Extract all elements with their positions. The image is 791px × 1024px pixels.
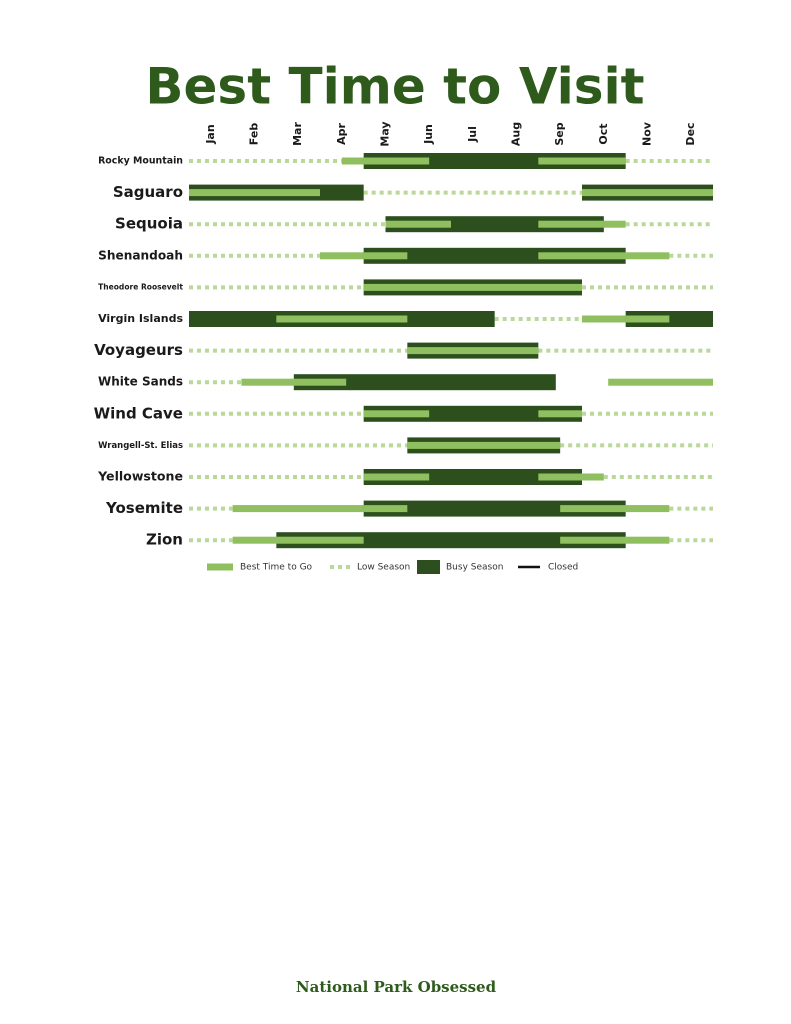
- best-time: [293, 378, 347, 386]
- month-label: Oct: [597, 123, 610, 144]
- month-label: Feb: [248, 123, 261, 146]
- park-label: Yellowstone: [97, 469, 183, 484]
- best-time: [276, 315, 408, 323]
- best-time: [560, 505, 626, 513]
- month-label: Jan: [204, 124, 217, 144]
- month-label: Mar: [291, 122, 304, 146]
- best-time: [320, 252, 364, 260]
- busy-season: [276, 532, 626, 549]
- best-time: [538, 252, 626, 260]
- best-time: [241, 378, 294, 386]
- best-time: [385, 220, 451, 228]
- month-label: Jul: [466, 126, 479, 143]
- park-label: Virgin Islands: [98, 312, 183, 325]
- busy-season: [363, 153, 626, 169]
- best-time: [538, 220, 604, 228]
- best-time: [232, 536, 277, 544]
- park-label: Voyageurs: [94, 341, 183, 359]
- best-time: [363, 505, 408, 513]
- best-time: [538, 410, 582, 418]
- best-time: [407, 347, 539, 355]
- best-time: [608, 378, 713, 386]
- best-time: [625, 252, 670, 260]
- footer: National Park Obsessed: [296, 978, 497, 996]
- park-label: Yosemite: [105, 499, 183, 517]
- best-time: [560, 536, 626, 544]
- park-label: Sequoia: [115, 215, 183, 233]
- best-time: [582, 473, 604, 481]
- best-time: [189, 189, 320, 197]
- month-label: May: [379, 121, 392, 146]
- park-label: Theodore Roosevelt: [98, 282, 183, 291]
- best-time: [363, 157, 430, 165]
- park-label: Wrangell-St. Elias: [98, 440, 183, 450]
- month-label: Aug: [510, 122, 523, 146]
- legend-swatch: [417, 560, 440, 574]
- busy-season: [363, 500, 626, 517]
- best-time: [363, 473, 430, 481]
- park-label: White Sands: [98, 375, 183, 389]
- busy-season: [363, 405, 582, 422]
- best-time: [538, 473, 582, 481]
- best-time: [276, 536, 364, 544]
- legend-label: Closed: [548, 563, 578, 573]
- legend-label: Busy Season: [446, 563, 503, 573]
- best-time: [407, 441, 561, 449]
- busy-season: [385, 216, 604, 233]
- month-label: Dec: [684, 122, 697, 145]
- best-time: [582, 315, 626, 323]
- best-time: [363, 252, 408, 260]
- best-time: [363, 283, 582, 291]
- month-label: Sep: [553, 122, 566, 145]
- park-label: Rocky Mountain: [98, 156, 183, 167]
- best-time: [603, 220, 626, 228]
- best-time: [625, 315, 670, 323]
- park-label: Zion: [146, 531, 183, 549]
- busy-season: [363, 247, 626, 264]
- chart-title: Best Time to Visit: [145, 58, 644, 116]
- legend-swatch: [207, 563, 233, 571]
- busy-season: [363, 469, 582, 485]
- park-label: Saguaro: [113, 183, 183, 201]
- park-label: Shenandoah: [98, 248, 183, 262]
- best-time: [538, 157, 626, 165]
- best-time: [363, 410, 430, 418]
- best-time: [582, 189, 713, 197]
- best-time: [625, 505, 670, 513]
- best-time: [341, 157, 364, 165]
- park-label: Wind Cave: [94, 404, 183, 422]
- month-label: Jun: [422, 124, 435, 145]
- best-time: [232, 505, 364, 513]
- busy-season: [293, 374, 556, 391]
- month-label: Apr: [335, 123, 348, 145]
- legend-label: Low Season: [357, 563, 410, 573]
- month-label: Nov: [641, 121, 654, 146]
- legend-label: Best Time to Go: [240, 563, 313, 573]
- best-time: [625, 536, 670, 544]
